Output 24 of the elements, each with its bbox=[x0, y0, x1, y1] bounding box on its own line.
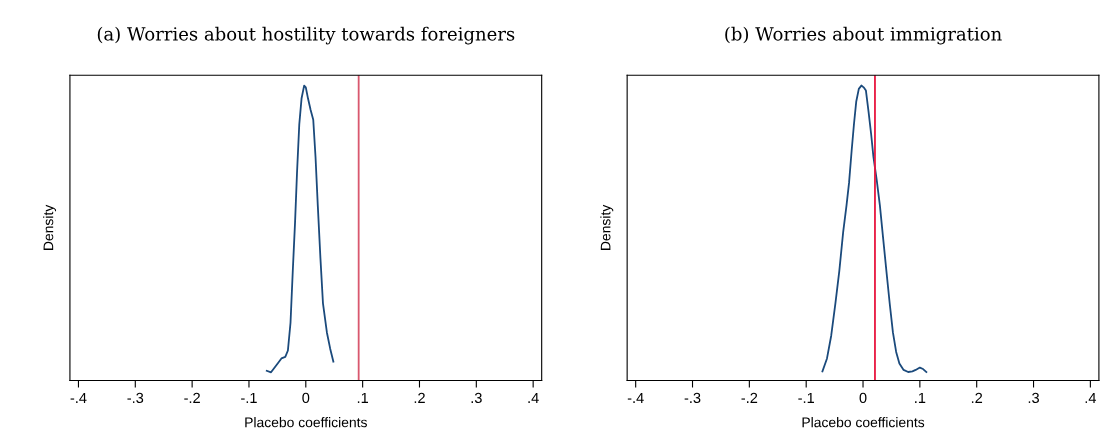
x-tick-label: .4 bbox=[528, 392, 539, 403]
x-tick-label: -.1 bbox=[241, 392, 257, 403]
x-axis-title: Placebo coefficients bbox=[802, 417, 925, 428]
y-axis-title: Density bbox=[43, 204, 57, 250]
x-tick-label: .3 bbox=[1028, 392, 1039, 404]
x-tick-label: .2 bbox=[971, 392, 983, 403]
x-tick-label: -.3 bbox=[127, 392, 144, 404]
x-tick-label: -.4 bbox=[627, 392, 644, 403]
x-tick-label: -.2 bbox=[741, 392, 758, 403]
x-tick-label: 0 bbox=[302, 392, 310, 404]
x-tick-label: -.4 bbox=[70, 392, 87, 403]
x-axis-title: Placebo coefficients bbox=[245, 417, 367, 428]
x-tick-label: -.3 bbox=[684, 392, 701, 404]
x-tick-label: .2 bbox=[414, 392, 425, 403]
x-tick-label: 0 bbox=[859, 392, 867, 404]
x-tick-label: .4 bbox=[1085, 392, 1097, 403]
x-tick-label: .1 bbox=[915, 392, 926, 403]
chart-title: (a) Worries about hostility towards foreigners bbox=[97, 26, 515, 45]
chart-title: (b) Worries about immigration bbox=[725, 26, 1002, 45]
y-axis-title: Density bbox=[600, 204, 614, 250]
x-tick-label: -.2 bbox=[184, 392, 200, 403]
x-tick-label: .3 bbox=[471, 392, 482, 404]
x-tick-label: -.1 bbox=[798, 392, 814, 403]
x-tick-label: .1 bbox=[357, 392, 369, 403]
